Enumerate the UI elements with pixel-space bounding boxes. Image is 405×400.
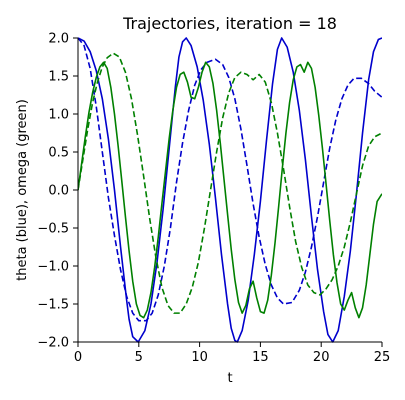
y-tick-label: −1.5: [37, 298, 69, 313]
y-tick-label: 0.5: [48, 146, 69, 161]
y-tick-label: −2.0: [37, 336, 69, 351]
y-tick-label: −1.0: [37, 260, 69, 275]
x-tick-label: 10: [191, 350, 208, 365]
plot-area: [78, 37, 382, 343]
omega-dashed-line: [78, 52, 382, 314]
x-axis-label: t: [227, 371, 232, 386]
y-tick-label: −0.5: [37, 222, 69, 237]
omega-solid-line: [78, 61, 382, 319]
x-tick-label: 20: [313, 350, 330, 365]
axes: 0 5 10 15 20 25 −2.0 −1.5 −1.0 −0.5 0.0 0.5 1.0 1.5 2.…: [37, 32, 390, 366]
chart-title: Trajectories, iteration = 18: [122, 14, 337, 33]
theta-dashed-line: [78, 37, 382, 322]
y-tick-label: 1.5: [48, 70, 69, 85]
y-tick-label: 2.0: [48, 32, 69, 47]
theta-solid-line: [78, 37, 382, 343]
y-tick-label: 1.0: [48, 108, 69, 123]
x-tick-label: 0: [74, 350, 82, 365]
x-tick-label: 5: [135, 350, 143, 365]
y-axis-label: theta (blue), omega (green): [15, 99, 30, 281]
y-tick-label: 0.0: [48, 184, 69, 199]
x-tick-label: 25: [374, 350, 391, 365]
x-tick-label: 15: [252, 350, 269, 365]
